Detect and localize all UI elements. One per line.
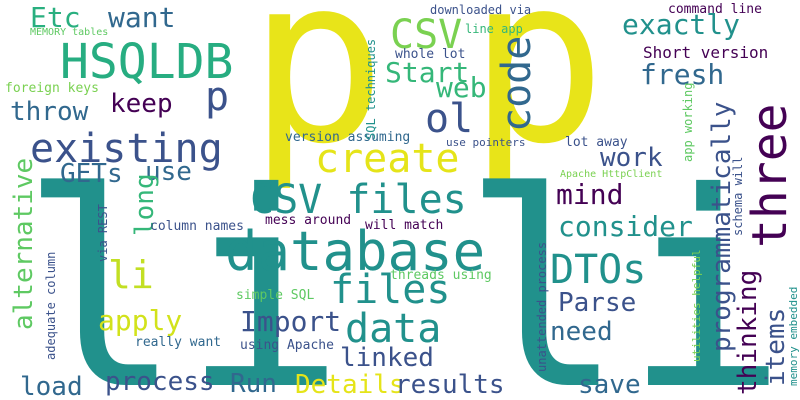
word: command line [668, 2, 762, 17]
word: exactly [622, 8, 740, 41]
word: whole lot [395, 47, 465, 62]
word: utilities helpful [690, 249, 703, 362]
word: fresh [640, 58, 724, 91]
word: downloaded via [430, 3, 531, 17]
word: throw [10, 97, 89, 127]
word: Short version [643, 43, 768, 62]
word: create [315, 136, 460, 182]
word: ol [425, 96, 473, 142]
word: thinking [733, 270, 763, 395]
word: MEMORY tables [30, 27, 108, 38]
word: keep [110, 89, 173, 119]
word: want [108, 1, 175, 34]
word: li [462, 134, 787, 400]
word: will match [365, 218, 443, 233]
word: CSV files [250, 177, 467, 223]
word: Run [230, 369, 277, 399]
word: process [105, 367, 215, 397]
word: app working [681, 83, 695, 162]
word: web [436, 71, 487, 104]
word: long [130, 173, 160, 236]
word: DTOs [550, 247, 646, 293]
word: linked [340, 343, 434, 373]
word: memory embedded [787, 287, 800, 386]
word: consider [558, 210, 693, 243]
word: GETs [60, 159, 123, 189]
word: lot away [565, 135, 628, 150]
word: unattended process [535, 242, 549, 372]
word: Start [385, 56, 469, 89]
word: Import [240, 305, 341, 338]
word: via REST [96, 204, 110, 262]
word: save [578, 370, 641, 400]
word: items [761, 308, 791, 386]
word: foreign keys [5, 81, 99, 96]
word: use [145, 157, 192, 187]
word: need [550, 317, 613, 347]
word: Apache HttpClient [560, 169, 662, 180]
word: really want [135, 335, 221, 350]
word: Parse [558, 288, 636, 318]
word: data [345, 306, 441, 352]
word: existing [30, 126, 223, 172]
word: adequate column [44, 252, 58, 360]
word: Etc [30, 1, 81, 34]
word: results [395, 370, 505, 400]
word: programmatically [707, 102, 737, 352]
word: column names [150, 219, 244, 234]
word: line app [465, 22, 523, 36]
word: use pointers [446, 136, 525, 149]
word: simple SQL [236, 288, 314, 303]
word: version assuming [285, 130, 410, 145]
word: p [468, 0, 606, 195]
word: using Apache [240, 338, 334, 353]
word: three [742, 104, 798, 249]
word: alternative [9, 158, 39, 330]
word: p [205, 74, 229, 120]
word: apply [98, 304, 182, 337]
word: mess around [265, 213, 351, 228]
word: threads using [390, 268, 492, 283]
word: CSV [390, 12, 462, 58]
word: Details [295, 370, 405, 400]
word: schema will [731, 157, 745, 236]
word: li [108, 253, 154, 297]
word: mind [556, 178, 623, 211]
word: work [600, 143, 663, 173]
word: HSQLDB [60, 34, 233, 90]
word: SQL techniques [364, 39, 378, 140]
word: load [20, 372, 83, 400]
word: code [494, 36, 540, 132]
word: li [20, 134, 345, 400]
word: files [330, 267, 450, 313]
word: p [248, 0, 386, 195]
word: database [225, 220, 485, 283]
